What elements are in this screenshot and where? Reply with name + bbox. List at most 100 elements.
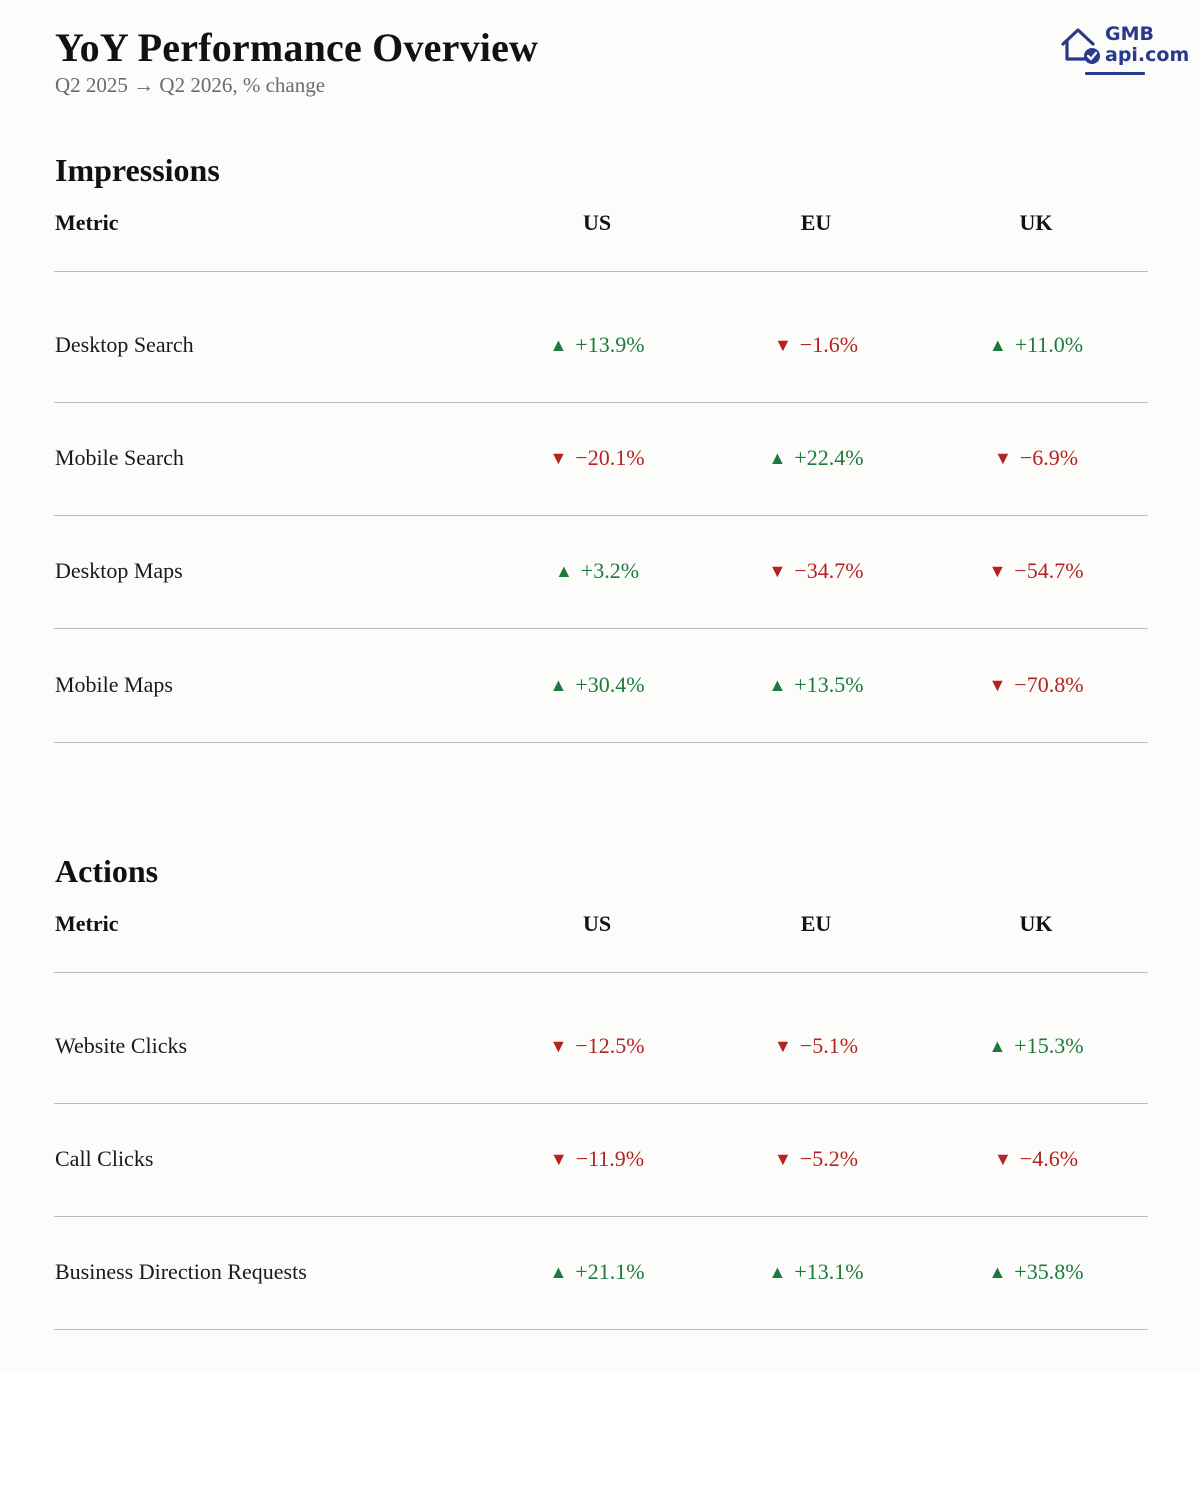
trend-arrow-icon: ▼ [773,1036,792,1056]
value-text: −5.1% [799,1033,859,1058]
value-text: −6.9% [1019,445,1079,470]
value-text: +13.1% [794,1259,864,1284]
value-us: ▲ +30.4% [497,628,697,741]
trend-arrow-icon: ▲ [554,561,573,581]
trend-arrow-icon: ▲ [768,448,787,468]
table-row: Desktop Maps ▲ +3.2% ▼ −34.7% ▼ −54.7% [54,514,1148,627]
value-text: −34.7% [794,558,864,583]
value-uk: ▲ +15.3% [936,989,1136,1102]
column-header-metric: Metric [55,911,119,936]
column-header-eu: EU [800,911,832,936]
row-divider [54,1216,1148,1217]
table-row: Mobile Search ▼ −20.1% ▲ +22.4% ▼ −6.9% [54,401,1148,514]
column-header-uk: UK [1019,210,1053,235]
row-divider [54,1329,1148,1330]
metric-label: Mobile Maps [55,672,173,697]
value-eu: ▲ +22.4% [716,401,916,514]
page-title: YoY Performance Overview [55,25,539,70]
trend-arrow-icon: ▲ [768,675,787,695]
logo-underline [1085,72,1145,75]
value-text: +11.0% [1014,332,1084,357]
value-us: ▼ −20.1% [497,401,697,514]
section-title: Impressions [55,152,220,188]
value-us: ▼ −11.9% [497,1102,697,1215]
logo-text-gmb: GMB [1105,23,1154,45]
metric-label: Website Clicks [55,1033,188,1058]
value-text: −11.9% [575,1146,645,1171]
value-eu: ▼ −1.6% [716,288,916,401]
value-text: +13.9% [575,332,645,357]
value-us: ▼ −12.5% [497,989,697,1102]
value-text: +15.3% [1014,1033,1084,1058]
trend-arrow-icon: ▼ [993,448,1012,468]
row-divider [54,402,1148,403]
metric-label: Desktop Maps [55,558,183,583]
trend-arrow-icon: ▼ [549,1036,568,1056]
header-divider [54,271,1148,272]
value-eu: ▲ +13.1% [716,1215,916,1328]
value-text: +35.8% [1014,1259,1084,1284]
value-text: −1.6% [799,332,859,357]
value-text: −4.6% [1019,1146,1079,1171]
value-text: +21.1% [575,1259,645,1284]
value-text: −54.7% [1014,558,1084,583]
value-uk: ▲ +11.0% [936,288,1136,401]
trend-arrow-icon: ▼ [993,1149,1012,1169]
trend-arrow-icon: ▲ [988,1036,1007,1056]
value-text: −20.1% [575,445,645,470]
value-uk: ▼ −4.6% [936,1102,1136,1215]
section-title: Actions [55,853,159,889]
value-text: +3.2% [580,558,640,583]
column-header-us: US [582,911,612,936]
metric-label: Mobile Search [55,445,184,470]
value-eu: ▼ −34.7% [716,514,916,627]
impressions-section: Impressions Metric US EU UK Desktop Sear… [54,150,1148,750]
row-divider [54,742,1148,743]
table-header: Metric US EU UK [54,210,1148,240]
page-subtitle: Q2 2025 → Q2 2026, % change [55,73,326,97]
trend-arrow-icon: ▼ [988,561,1007,581]
trend-arrow-icon: ▼ [773,335,792,355]
table-row: Business Direction Requests ▲ +21.1% ▲ +13… [54,1215,1148,1328]
trend-arrow-icon: ▲ [768,1262,787,1282]
value-text: −70.8% [1014,672,1084,697]
value-uk: ▼ −70.8% [936,628,1136,741]
value-uk: ▲ +35.8% [936,1215,1136,1328]
value-text: +22.4% [794,445,864,470]
table-row: Call Clicks ▼ −11.9% ▼ −5.2% ▼ −4.6% [54,1102,1148,1215]
row-divider [54,515,1148,516]
gmb-api-logo: GMB api.com [1058,22,1189,78]
row-divider [54,628,1148,629]
value-uk: ▼ −6.9% [936,401,1136,514]
trend-arrow-icon: ▼ [768,561,787,581]
value-us: ▲ +21.1% [497,1215,697,1328]
value-text: +13.5% [794,672,864,697]
table-row: Desktop Search ▲ +13.9% ▼ −1.6% ▲ +11.0% [54,288,1148,401]
trend-arrow-icon: ▲ [549,1262,568,1282]
column-header-eu: EU [800,210,832,235]
metric-label: Call Clicks [55,1146,154,1171]
header-divider [54,972,1148,973]
trend-arrow-icon: ▼ [773,1149,792,1169]
value-text: +30.4% [575,672,645,697]
trend-arrow-icon: ▼ [988,675,1007,695]
actions-section: Actions Metric US EU UK Website Clicks ▼… [54,851,1148,1341]
value-us: ▲ +3.2% [497,514,697,627]
value-uk: ▼ −54.7% [936,514,1136,627]
trend-arrow-icon: ▼ [549,1149,568,1169]
trend-arrow-icon: ▲ [988,1262,1007,1282]
trend-arrow-icon: ▼ [549,448,568,468]
metric-label: Desktop Search [55,332,194,357]
report-header: YoY Performance Overview Q2 2025 → Q2 20… [55,24,538,98]
house-check-icon [1061,28,1100,64]
value-text: −5.2% [799,1146,859,1171]
trend-arrow-icon: ▲ [549,335,568,355]
table-row: Mobile Maps ▲ +30.4% ▲ +13.5% ▼ −70.8% [54,628,1148,741]
row-divider [54,1103,1148,1104]
value-eu: ▲ +13.5% [716,628,916,741]
value-eu: ▼ −5.1% [716,989,916,1102]
table-row: Website Clicks ▼ −12.5% ▼ −5.1% ▲ +15.3% [54,989,1148,1102]
metric-label: Business Direction Requests [55,1259,307,1284]
value-text: −12.5% [575,1033,645,1058]
column-header-metric: Metric [55,210,119,235]
